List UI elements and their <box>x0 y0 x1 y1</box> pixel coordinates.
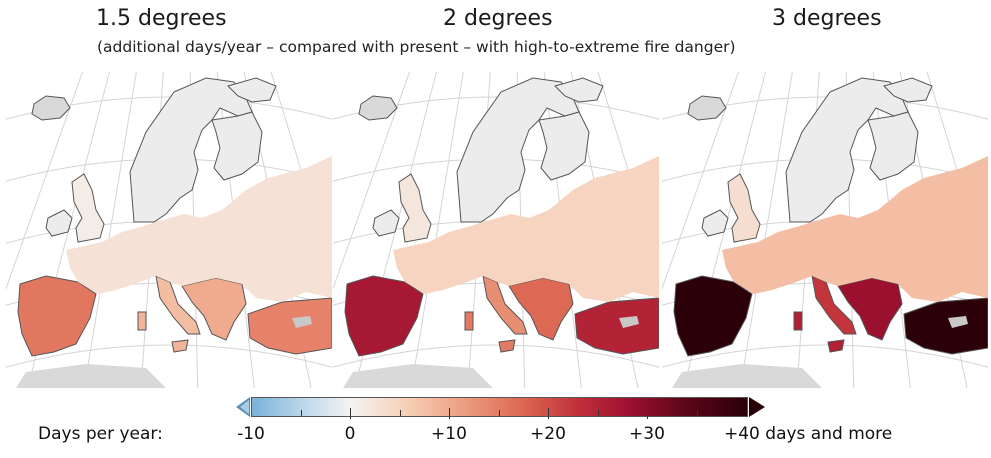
colorbar-tick-label: +40 days and more <box>724 424 893 444</box>
colorbar-tick-label: -10 <box>237 424 265 444</box>
region-italy <box>482 275 528 335</box>
region-turkey <box>247 297 332 355</box>
legend-label: Days per year: <box>38 424 163 444</box>
map-panel-1-5-degrees <box>6 72 332 388</box>
europe-map-svg <box>662 72 988 388</box>
region-lake <box>948 316 968 328</box>
region-italy <box>811 275 857 335</box>
colorbar-tick <box>400 410 401 416</box>
scenario-title-1-5: 1.5 degrees <box>96 6 227 31</box>
colorbar-tick <box>598 410 599 416</box>
scenario-title-3: 3 degrees <box>772 6 882 31</box>
region-scandinavia <box>785 77 909 223</box>
region-kola <box>883 77 933 103</box>
colorbar-tick <box>697 410 698 416</box>
region-italy <box>155 275 201 335</box>
region-iceland <box>31 95 71 121</box>
region-finland <box>211 111 263 181</box>
scenario-title-2: 2 degrees <box>443 6 553 31</box>
region-kola <box>554 77 604 103</box>
graticule-meridian <box>662 72 740 291</box>
europe-map-svg <box>6 72 332 388</box>
region-sardinia <box>793 311 803 331</box>
region-lake <box>619 316 639 328</box>
region-britain <box>727 173 761 243</box>
region-iceland <box>358 95 398 121</box>
region-scandinavia <box>129 77 253 223</box>
graticule-parallel <box>6 344 332 368</box>
colorbar-tick <box>350 408 351 419</box>
colorbar-tick-label: +10 <box>431 424 467 444</box>
region-mainland <box>393 156 659 302</box>
region-africa <box>343 364 493 388</box>
graticule-parallel <box>662 344 988 368</box>
colorbar-min-arrow-fill <box>240 400 249 414</box>
region-mainland <box>722 156 988 302</box>
region-ireland <box>701 209 729 237</box>
region-turkey <box>574 297 659 355</box>
graticule-parallel <box>333 344 659 368</box>
colorbar-tick-label: +20 <box>530 424 566 444</box>
region-africa <box>672 364 822 388</box>
region-britain <box>398 173 432 243</box>
region-kola <box>227 77 277 103</box>
colorbar-tick <box>499 410 500 416</box>
colorbar-tick <box>301 410 302 416</box>
region-finland <box>867 111 919 181</box>
region-ireland <box>372 209 400 237</box>
graticule-meridian <box>410 72 464 388</box>
map-subtitle: (additional days/year – compared with pr… <box>97 38 736 56</box>
graticule-meridian <box>6 72 84 291</box>
colorbar-tick-label: 0 <box>344 424 356 444</box>
region-lake <box>292 316 312 328</box>
region-scandinavia <box>456 77 580 223</box>
region-sardinia <box>137 311 147 331</box>
region-iceland <box>687 95 727 121</box>
colorbar-tick <box>449 408 450 419</box>
colorbar <box>251 397 748 417</box>
graticule-meridian <box>83 72 137 388</box>
region-finland <box>538 111 590 181</box>
colorbar-max-arrow <box>749 397 765 417</box>
graticule-meridian <box>333 72 411 291</box>
region-iberia <box>17 275 97 357</box>
colorbar-tick <box>647 408 648 419</box>
region-turkey <box>903 297 988 355</box>
region-sicily <box>171 339 189 353</box>
region-mainland <box>66 156 332 302</box>
colorbar-tick <box>548 408 549 419</box>
region-iberia <box>673 275 753 357</box>
region-ireland <box>45 209 73 237</box>
region-britain <box>71 173 105 243</box>
region-iberia <box>344 275 424 357</box>
graticule-meridian <box>739 72 793 388</box>
region-sardinia <box>464 311 474 331</box>
region-africa <box>16 364 166 388</box>
colorbar-tick-label: +30 <box>629 424 665 444</box>
europe-map-svg <box>333 72 659 388</box>
map-panel-3-degrees <box>662 72 988 388</box>
region-sicily <box>498 339 516 353</box>
map-panel-2-degrees <box>333 72 659 388</box>
region-sicily <box>827 339 845 353</box>
